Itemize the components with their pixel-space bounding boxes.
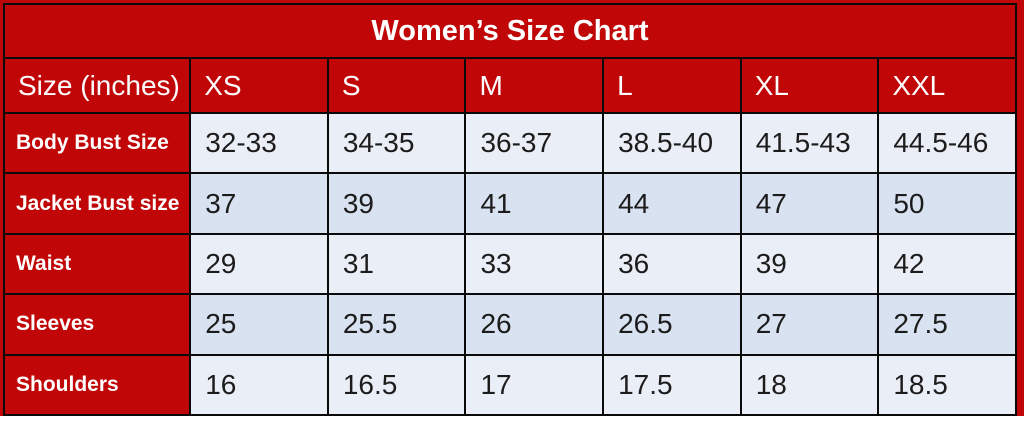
row-label: Jacket Bust size (2, 172, 192, 235)
cell-sleeves-l: 26.5 (602, 293, 742, 356)
cell-body-bust-l: 38.5-40 (602, 111, 742, 175)
cell-waist-xl: 39 (739, 232, 880, 296)
row-label: Waist (2, 232, 192, 296)
womens-size-chart-table: Women’s Size Chart Size (inches) XS S M … (2, 3, 1017, 417)
table-row-shoulders: Shoulders 16 16.5 17 17.5 18 18.5 (2, 353, 1017, 417)
cell-sleeves-xxl: 27.5 (877, 293, 1017, 356)
table-row-jacket-bust: Jacket Bust size 37 39 41 44 47 50 (2, 172, 1017, 235)
cell-jacket-bust-s: 39 (326, 172, 467, 235)
cell-sleeves-xs: 25 (189, 293, 329, 356)
cell-shoulders-s: 16.5 (326, 353, 467, 417)
header-size-inches: Size (inches) (2, 57, 192, 114)
header-xl: XL (739, 57, 880, 114)
table-row-body-bust: Body Bust Size 32-33 34-35 36-37 38.5-40… (2, 111, 1017, 175)
cell-jacket-bust-m: 41 (464, 172, 605, 235)
cell-shoulders-xs: 16 (189, 353, 329, 417)
header-row: Size (inches) XS S M L XL XXL (2, 57, 1017, 114)
cell-shoulders-l: 17.5 (602, 353, 742, 417)
cell-shoulders-xxl: 18.5 (877, 353, 1017, 417)
table-row-waist: Waist 29 31 33 36 39 42 (2, 232, 1017, 296)
cell-waist-xs: 29 (189, 232, 329, 296)
row-label: Body Bust Size (2, 111, 192, 175)
header-xxl: XXL (877, 57, 1017, 114)
cell-waist-m: 33 (464, 232, 605, 296)
cell-body-bust-xs: 32-33 (189, 111, 329, 175)
row-label: Sleeves (2, 293, 192, 356)
table-title: Women’s Size Chart (3, 3, 1017, 59)
cell-jacket-bust-xxl: 50 (877, 172, 1017, 235)
cell-body-bust-s: 34-35 (326, 111, 467, 175)
cell-waist-s: 31 (326, 232, 467, 296)
chart-red-background: Women’s Size Chart Size (inches) XS S M … (0, 0, 1024, 417)
header-l: L (602, 57, 742, 114)
cell-body-bust-m: 36-37 (464, 111, 605, 175)
cell-sleeves-s: 25.5 (326, 293, 467, 356)
cell-jacket-bust-xs: 37 (189, 172, 329, 235)
cell-shoulders-m: 17 (464, 353, 605, 417)
cell-shoulders-xl: 18 (739, 353, 880, 417)
cell-sleeves-m: 26 (464, 293, 605, 356)
cell-body-bust-xxl: 44.5-46 (877, 111, 1017, 175)
row-label: Shoulders (2, 353, 192, 417)
cell-body-bust-xl: 41.5-43 (739, 111, 880, 175)
header-s: S (326, 57, 467, 114)
cell-sleeves-xl: 27 (739, 293, 880, 356)
cell-jacket-bust-xl: 47 (739, 172, 880, 235)
table-row-sleeves: Sleeves 25 25.5 26 26.5 27 27.5 (2, 293, 1017, 356)
cell-jacket-bust-l: 44 (602, 172, 742, 235)
cell-waist-xxl: 42 (877, 232, 1017, 296)
header-m: M (464, 57, 605, 114)
header-xs: XS (189, 57, 329, 114)
title-row: Women’s Size Chart (3, 3, 1017, 59)
cell-waist-l: 36 (602, 232, 742, 296)
